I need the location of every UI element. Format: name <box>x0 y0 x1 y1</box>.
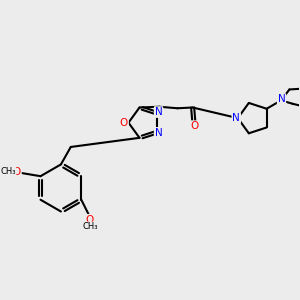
Text: O: O <box>12 167 21 177</box>
Text: O: O <box>85 215 94 225</box>
Text: N: N <box>232 113 240 123</box>
Text: N: N <box>278 94 285 104</box>
Text: O: O <box>120 118 128 128</box>
Text: CH₃: CH₃ <box>82 222 98 231</box>
Text: CH₃: CH₃ <box>0 167 16 176</box>
Text: N: N <box>155 107 162 117</box>
Text: N: N <box>155 128 162 138</box>
Text: O: O <box>190 121 198 131</box>
